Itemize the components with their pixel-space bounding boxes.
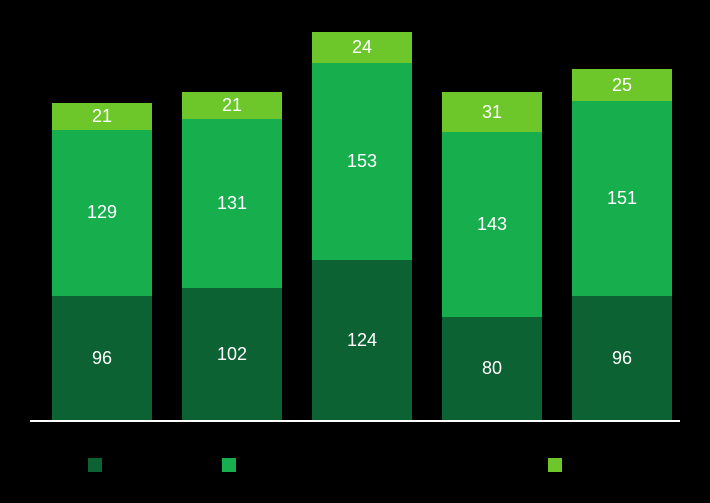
bar-segment: 131 [182, 119, 282, 288]
bar-value-label: 129 [87, 202, 117, 223]
bar-segment: 153 [312, 63, 412, 260]
bar-value-label: 102 [217, 344, 247, 365]
bar-segment: 21 [52, 103, 152, 130]
bar-segment: 31 [442, 92, 542, 132]
stacked-bar-chart: 96 129 21 102 131 21 124 153 24 80 143 31 96 151 25 [0, 0, 710, 503]
legend-item [548, 458, 568, 472]
bar-segment: 25 [572, 69, 672, 101]
bar-value-label: 24 [352, 37, 372, 58]
bar-value-label: 151 [607, 188, 637, 209]
bar-value-label: 124 [347, 330, 377, 351]
bar-segment: 143 [442, 132, 542, 317]
legend-marker [88, 458, 102, 472]
legend-marker [222, 458, 236, 472]
bar-value-label: 25 [612, 75, 632, 96]
legend-item [222, 458, 242, 472]
bar-value-label: 31 [482, 102, 502, 123]
bar-value-label: 96 [92, 348, 112, 369]
bar-value-label: 153 [347, 151, 377, 172]
bar-group: 96 129 21 [52, 103, 152, 420]
bar-value-label: 80 [482, 358, 502, 379]
bar-value-label: 96 [612, 348, 632, 369]
legend-marker [548, 458, 562, 472]
bar-segment: 24 [312, 32, 412, 63]
bar-group: 96 151 25 [572, 69, 672, 420]
x-axis-line [30, 420, 680, 422]
bar-value-label: 21 [222, 95, 242, 116]
bar-segment: 96 [572, 296, 672, 420]
bar-value-label: 131 [217, 193, 247, 214]
bar-segment: 21 [182, 92, 282, 119]
bar-segment: 124 [312, 260, 412, 420]
bar-segment: 151 [572, 101, 672, 296]
bar-value-label: 143 [477, 214, 507, 235]
legend-item [88, 458, 108, 472]
bar-group: 124 153 24 [312, 32, 412, 420]
plot-area: 96 129 21 102 131 21 124 153 24 80 143 31 96 151 25 [30, 20, 680, 420]
bar-group: 102 131 21 [182, 92, 282, 420]
bar-segment: 129 [52, 130, 152, 296]
bar-segment: 80 [442, 317, 542, 420]
bar-segment: 96 [52, 296, 152, 420]
bar-segment: 102 [182, 288, 282, 420]
bar-group: 80 143 31 [442, 92, 542, 420]
bar-value-label: 21 [92, 106, 112, 127]
